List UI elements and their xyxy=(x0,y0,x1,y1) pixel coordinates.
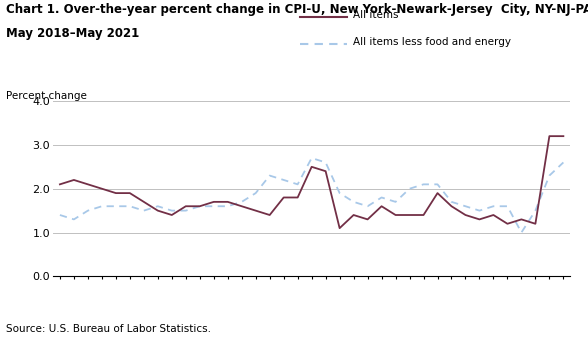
Text: Percent change: Percent change xyxy=(6,91,87,101)
All items xyxy=(126,191,133,195)
All items less food and energy xyxy=(504,204,511,208)
All items xyxy=(434,191,441,195)
All items less food and energy xyxy=(448,200,455,204)
All items less food and energy xyxy=(238,200,245,204)
All items less food and energy xyxy=(364,204,371,208)
All items less food and energy xyxy=(476,209,483,213)
All items xyxy=(364,217,371,221)
All items less food and energy xyxy=(154,204,161,208)
All items xyxy=(224,200,231,204)
Text: Chart 1. Over-the-year percent change in CPI-U, New York-Newark-Jersey  City, NY: Chart 1. Over-the-year percent change in… xyxy=(6,3,588,17)
All items less food and energy xyxy=(168,209,175,213)
All items xyxy=(112,191,119,195)
All items xyxy=(322,169,329,173)
All items less food and energy xyxy=(280,178,287,182)
All items xyxy=(448,204,455,208)
All items less food and energy xyxy=(112,204,119,208)
All items xyxy=(350,213,357,217)
All items less food and energy xyxy=(266,174,273,178)
All items less food and energy xyxy=(560,160,567,164)
All items less food and energy xyxy=(518,231,525,235)
All items less food and energy xyxy=(141,209,148,213)
All items xyxy=(462,213,469,217)
All items less food and energy xyxy=(490,204,497,208)
Line: All items: All items xyxy=(60,136,563,228)
All items xyxy=(211,200,218,204)
All items xyxy=(280,195,287,200)
All items xyxy=(266,213,273,217)
All items less food and energy xyxy=(462,204,469,208)
All items less food and energy xyxy=(211,204,218,208)
All items less food and energy xyxy=(56,213,64,217)
All items less food and energy xyxy=(98,204,105,208)
All items xyxy=(518,217,525,221)
All items less food and energy xyxy=(224,204,231,208)
Line: All items less food and energy: All items less food and energy xyxy=(60,158,563,233)
Text: Source: U.S. Bureau of Labor Statistics.: Source: U.S. Bureau of Labor Statistics. xyxy=(6,324,211,334)
All items xyxy=(71,178,78,182)
All items xyxy=(392,213,399,217)
All items xyxy=(141,200,148,204)
All items less food and energy xyxy=(532,209,539,213)
All items less food and energy xyxy=(294,182,301,186)
Text: All items less food and energy: All items less food and energy xyxy=(353,37,511,47)
All items xyxy=(336,226,343,230)
All items xyxy=(406,213,413,217)
All items xyxy=(154,209,161,213)
All items less food and energy xyxy=(546,174,553,178)
All items less food and energy xyxy=(196,204,203,208)
All items xyxy=(56,182,64,186)
All items less food and energy xyxy=(308,156,315,160)
All items xyxy=(182,204,189,208)
All items less food and energy xyxy=(336,191,343,195)
All items less food and energy xyxy=(84,209,91,213)
All items xyxy=(378,204,385,208)
All items xyxy=(490,213,497,217)
All items xyxy=(98,187,105,191)
All items less food and energy xyxy=(434,182,441,186)
All items xyxy=(308,165,315,169)
All items less food and energy xyxy=(406,187,413,191)
All items xyxy=(532,222,539,226)
Text: All items: All items xyxy=(353,10,398,20)
All items xyxy=(476,217,483,221)
All items xyxy=(196,204,203,208)
All items xyxy=(546,134,553,138)
All items less food and energy xyxy=(252,191,259,195)
All items xyxy=(252,209,259,213)
All items less food and energy xyxy=(350,200,357,204)
All items less food and energy xyxy=(392,200,399,204)
Text: May 2018–May 2021: May 2018–May 2021 xyxy=(6,27,139,40)
All items xyxy=(238,204,245,208)
All items less food and energy xyxy=(126,204,133,208)
All items less food and energy xyxy=(378,195,385,200)
All items xyxy=(504,222,511,226)
All items less food and energy xyxy=(182,209,189,213)
All items less food and energy xyxy=(322,160,329,164)
All items less food and energy xyxy=(420,182,427,186)
All items xyxy=(560,134,567,138)
All items xyxy=(168,213,175,217)
All items xyxy=(420,213,427,217)
All items xyxy=(294,195,301,200)
All items xyxy=(84,182,91,186)
All items less food and energy xyxy=(71,217,78,221)
